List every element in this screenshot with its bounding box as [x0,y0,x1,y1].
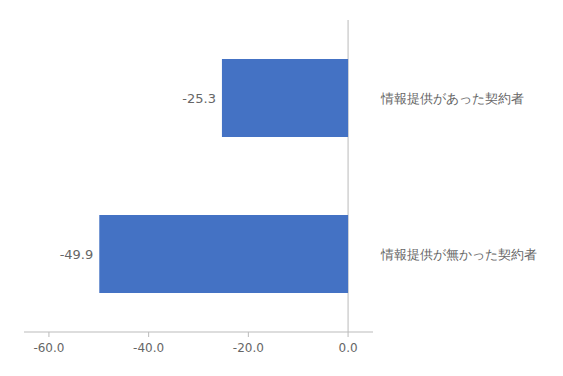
data-label: -25.3 [182,91,216,106]
x-tick [148,332,149,337]
x-ticks: -60.0 -40.0 -20.0 0.0 [33,20,357,355]
category-labels: 情報提供が無かった契約者情報提供があった契約者 [380,91,537,262]
page: {"chart_data": {"type": "bar", "orientat… [0,0,563,376]
data-label: -49.9 [60,247,94,262]
x-tick [48,332,49,337]
bar [222,59,348,137]
category-label: 情報提供が無かった契約者 [380,247,537,262]
x-tick-label: -40.0 [133,341,164,355]
x-tick-label: 0.0 [339,341,358,355]
chart-svg: -60.0 -40.0 -20.0 0.0 -49.9 -25.3 情報提供が無かった契約者… [0,0,563,376]
x-tick [248,332,249,337]
x-tick [348,332,349,337]
chart-container: -60.0 -40.0 -20.0 0.0 -49.9 -25.3 情報提供が無かった契約者… [0,0,563,376]
x-tick-label: -20.0 [233,341,264,355]
category-label: 情報提供があった契約者 [380,91,524,106]
background [0,0,563,376]
x-tick-label: -60.0 [33,341,64,355]
x-axis-line [24,332,373,333]
data-labels: -49.9 -25.3 [60,91,216,262]
bars [99,59,348,293]
bar [99,215,348,293]
